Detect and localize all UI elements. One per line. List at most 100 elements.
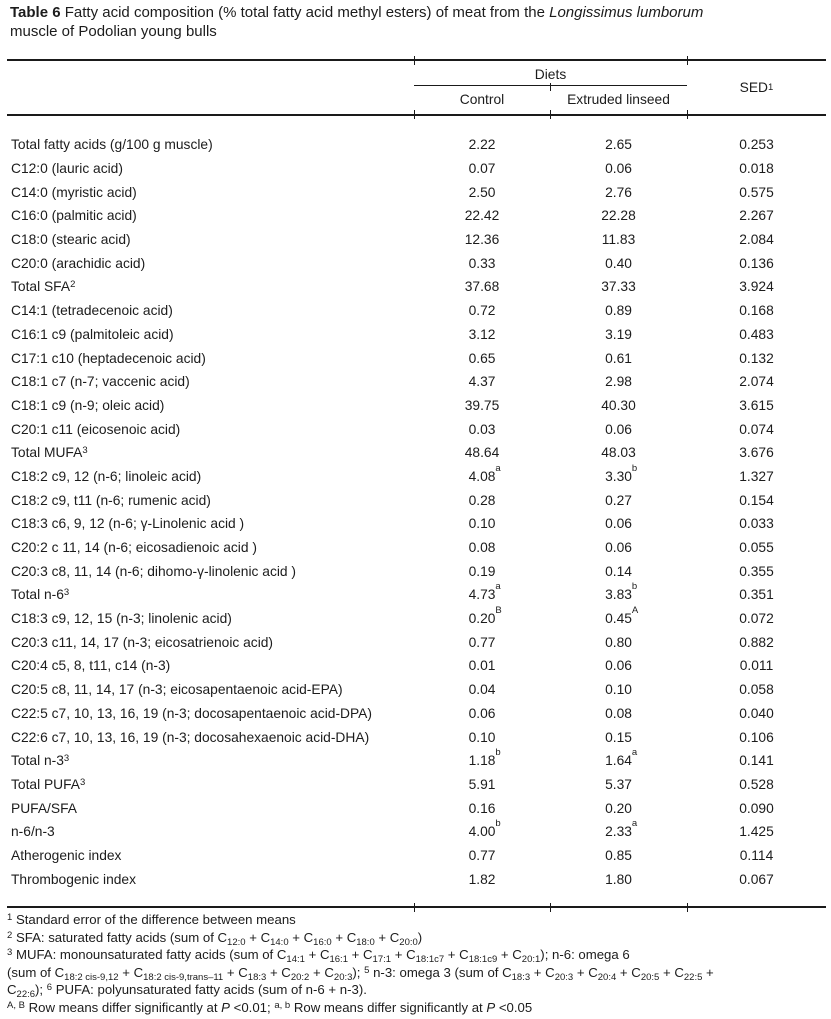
row-label: Total SFA2 [7, 279, 414, 294]
cell-sed-value: 0.168 [739, 303, 774, 319]
cell-extruded-significance: a [631, 747, 638, 759]
row-label: C18:3 c9, 12, 15 (n-3; linolenic acid) [7, 611, 414, 626]
cell-sed: 0.168 [687, 303, 826, 318]
cell-extruded-linseed: 0.10 [550, 682, 687, 697]
footnote-line: A, B Row means differ significantly at P… [7, 999, 827, 1017]
row-label-text: Total fatty acids (g/100 g muscle) [11, 137, 213, 153]
cell-sed: 0.090 [687, 801, 826, 816]
cell-value-wrap: 0.154 [739, 493, 774, 508]
row-label-text: C16:0 (palmitic acid) [11, 208, 137, 224]
table-title-line1: Table 6 Fatty acid composition (% total … [10, 4, 826, 23]
row-label-footnote-marker: 3 [82, 445, 88, 457]
cell-control-value: 5.91 [468, 776, 496, 792]
column-header-control: Control [459, 92, 505, 107]
cell-extruded-linseed: 0.85 [550, 848, 687, 863]
cell-control-significance: b [495, 747, 501, 759]
row-label-text: C20:0 (arachidic acid) [11, 255, 146, 271]
text-segment: ); [352, 964, 365, 980]
cell-value-wrap: 0.07 [469, 161, 496, 176]
row-label-text: C20:2 c 11, 14 (n-6; eicosadienoic acid … [11, 540, 257, 556]
text-segment: Row means differ significantly at [24, 999, 222, 1015]
row-label-text: C22:6 c7, 10, 13, 16, 19 (n-3; docosahex… [11, 729, 370, 745]
cell-sed-value: 3.924 [739, 279, 774, 295]
cell-control-value: 22.42 [464, 208, 500, 224]
diet-subheaders: Control Extruded linseed [414, 88, 687, 112]
cell-value-wrap: 0.61 [605, 351, 632, 366]
text-segment: + C [530, 964, 555, 980]
cell-sed-value: 2.074 [739, 374, 774, 390]
row-label-text: C20:1 c11 (eicosenoic acid) [11, 421, 181, 437]
row-label-text: C18:1 c7 (n-7; vaccenic acid) [11, 374, 190, 390]
cell-value-wrap: 0.141 [739, 753, 774, 768]
cell-value-wrap: 0.04 [469, 682, 496, 697]
cell-extruded-value: 0.06 [605, 540, 632, 556]
cell-control: 1.18 b [414, 748, 550, 768]
cell-extruded-value: 0.20 [605, 800, 632, 816]
text-segment: 3 [7, 947, 13, 959]
cell-sed-value: 1.425 [739, 824, 774, 840]
cell-control: 0.08 [414, 540, 550, 555]
cell-control: 0.20 B [414, 606, 550, 627]
cell-sed: 0.040 [687, 706, 826, 721]
cell-extruded-linseed: 0.61 [550, 351, 687, 366]
rule-tick [413, 56, 415, 65]
cell-sed: 0.575 [687, 185, 826, 200]
cell-extruded-value: 0.14 [605, 563, 632, 579]
footnote-line: (sum of C18:2 cis-9,12 + C18:2 cis-9,tra… [7, 964, 827, 982]
cell-control-value: 39.75 [464, 397, 500, 413]
cell-value-wrap: 0.351 [739, 587, 774, 602]
cell-extruded-value: 0.06 [605, 658, 632, 674]
cell-value-wrap: 11.83 [602, 232, 636, 247]
cell-extruded-value: 2.76 [605, 184, 632, 200]
cell-value-wrap: 0.08 [469, 540, 496, 555]
row-label-text: C20:3 c11, 14, 17 (n-3; eicosatrienoic a… [11, 634, 274, 650]
table-header: Diets Control Extruded linseed SED 1 [7, 59, 826, 116]
cell-sed-value: 0.355 [739, 563, 774, 579]
table-row: Total n-63 4.73 a 3.83 b 0.351 [7, 581, 826, 607]
cell-control-value: 0.20 [468, 611, 496, 627]
cell-extruded-value: 0.06 [605, 161, 632, 177]
cell-control: 48.64 [414, 445, 550, 460]
rule-tick [686, 110, 688, 119]
cell-sed-value: 0.058 [739, 682, 774, 698]
table-row: C20:3 c11, 14, 17 (n-3; eicosatrienoic a… [7, 630, 826, 654]
cell-control-value: 1.82 [468, 871, 496, 887]
cell-value-wrap: 0.011 [740, 658, 774, 673]
cell-extruded-linseed: 0.40 [550, 256, 687, 271]
cell-sed: 0.355 [687, 564, 826, 579]
cell-sed-value: 0.114 [739, 847, 774, 863]
row-label: C14:1 (tetradecenoic acid) [7, 303, 414, 318]
cell-value-wrap: 0.483 [739, 327, 774, 342]
cell-sed-value: 0.351 [739, 587, 774, 603]
cell-value-wrap: 37.33 [601, 279, 636, 294]
cell-control: 2.50 [414, 185, 550, 200]
row-label: C17:1 c10 (heptadecenoic acid) [7, 351, 414, 366]
cell-extruded-linseed: 1.80 [550, 872, 687, 887]
text-segment: 18:1c9 [468, 954, 498, 966]
cell-control-value: 4.00 [468, 824, 496, 840]
cell-value-wrap: 2.33 a [605, 819, 637, 839]
row-label: C20:3 c8, 11, 14 (n-6; dihomo-γ-linoleni… [7, 564, 414, 579]
cell-control: 0.72 [414, 303, 550, 318]
cell-extruded-significance: b [631, 581, 638, 593]
cell-value-wrap: 0.20 B [468, 606, 502, 627]
text-segment: Table 6 [10, 4, 61, 21]
text-segment: + C [374, 929, 400, 945]
row-label: C16:1 c9 (palmitoleic acid) [7, 327, 414, 342]
cell-value-wrap: 0.45 A [605, 606, 638, 626]
cell-sed-value: 0.575 [739, 184, 774, 200]
row-label-text: C20:3 c8, 11, 14 (n-6; dihomo-γ-linoleni… [11, 563, 297, 579]
cell-extruded-value: 3.83 [605, 587, 632, 603]
text-segment: + [702, 964, 714, 980]
row-label: Total MUFA3 [7, 445, 414, 460]
row-label-text: Total n-3 [11, 753, 64, 769]
cell-sed: 0.141 [687, 753, 826, 768]
cell-value-wrap: 1.80 [605, 872, 632, 887]
cell-extruded-linseed: 1.64 a [550, 748, 687, 768]
cell-extruded-value: 3.30 [605, 468, 632, 484]
row-label-text: C20:4 c5, 8, t11, c14 (n-3) [11, 658, 171, 674]
cell-extruded-value: 0.06 [605, 421, 632, 437]
row-label: C18:0 (stearic acid) [7, 232, 414, 247]
cell-control-value: 0.08 [468, 540, 496, 556]
text-segment: P [221, 999, 230, 1015]
